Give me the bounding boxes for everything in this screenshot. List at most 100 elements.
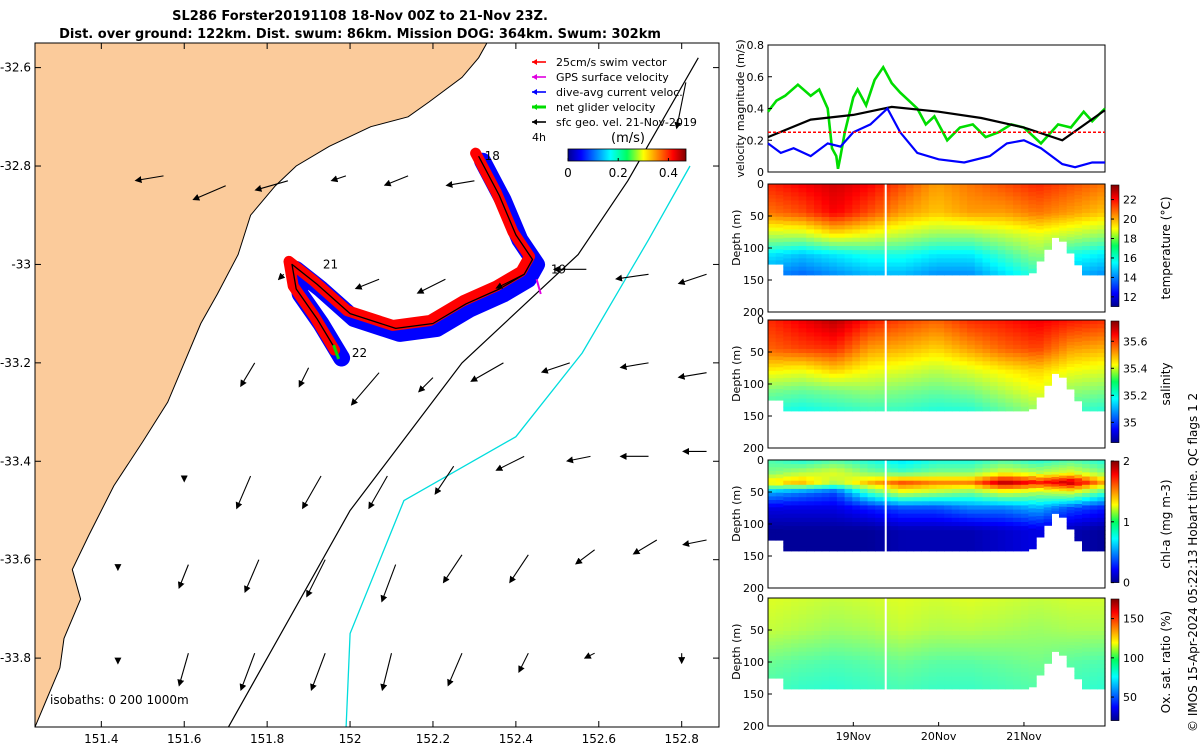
profile-cell — [905, 534, 915, 540]
profile-cell — [1059, 649, 1068, 654]
profile-cell — [1028, 372, 1037, 377]
profile-cell — [905, 336, 915, 342]
profile-cell — [852, 225, 861, 230]
profile-cell — [1051, 493, 1060, 497]
profile-cell — [990, 668, 999, 673]
profile-cell — [898, 324, 907, 329]
profile-cell — [967, 353, 976, 358]
profile-cell — [921, 501, 930, 506]
profile-cell — [944, 229, 953, 235]
profile-cell — [1082, 643, 1091, 649]
profile-cell — [1089, 517, 1098, 523]
profile-cell — [1028, 184, 1037, 189]
profile-cell — [882, 250, 892, 255]
profile-cell — [1051, 629, 1060, 633]
profile-cell — [1028, 512, 1037, 517]
profile-cell — [990, 192, 999, 197]
profile-cell — [798, 655, 807, 661]
profile-cell — [1043, 606, 1052, 611]
profile-cell — [1028, 544, 1037, 550]
profile-cell — [814, 369, 823, 375]
profile-cell — [951, 526, 961, 531]
profile-cell — [944, 212, 953, 218]
profile-cell — [997, 622, 1007, 628]
profile-cell — [1097, 651, 1106, 657]
profile-cell — [798, 192, 807, 197]
profile-cell — [1005, 664, 1014, 669]
profile-cell — [1066, 503, 1075, 508]
profile-cell — [890, 618, 899, 624]
profile-cell — [1066, 367, 1075, 371]
profile-cell — [1020, 464, 1030, 469]
profile-cell — [821, 664, 830, 669]
profile-cell — [852, 509, 861, 515]
profile-cell — [821, 225, 830, 230]
profile-cell — [829, 493, 838, 498]
profile-cell — [806, 241, 815, 247]
profile-cell — [791, 196, 800, 202]
profile-cell — [1059, 626, 1068, 630]
profile-cell — [852, 460, 861, 465]
profile-cell — [982, 184, 991, 189]
profile-cell — [814, 237, 823, 243]
profile-cell — [1013, 618, 1022, 624]
profile-cell — [867, 618, 876, 624]
profile-cell — [867, 464, 876, 469]
profile-cell — [806, 192, 815, 197]
profile-cell — [1020, 476, 1030, 482]
profile-cell — [1020, 361, 1030, 366]
profile-cell — [821, 340, 830, 346]
profile-cell — [1036, 369, 1045, 374]
profile-cell — [1005, 622, 1014, 628]
profile-cell — [1097, 497, 1106, 502]
profile-cell — [921, 225, 930, 230]
profile-cell — [1066, 510, 1075, 514]
profile-cell — [967, 517, 976, 523]
profile-cell — [1074, 353, 1083, 358]
profile-cell — [1097, 546, 1106, 552]
profile-cell — [844, 606, 853, 611]
profile-cell — [1097, 258, 1106, 264]
profile-cell — [806, 328, 815, 333]
profile-cell — [990, 344, 999, 350]
profile-cell — [1005, 546, 1014, 552]
profile-cell — [836, 488, 846, 494]
profile-cell — [1089, 610, 1098, 616]
profile-cell — [951, 610, 961, 616]
profile-cell — [1043, 489, 1052, 494]
profile-cell — [1059, 485, 1068, 490]
profile-cell — [913, 386, 922, 391]
geo-velocity-arrow — [416, 278, 446, 294]
profile-cell — [859, 340, 869, 346]
profile-cell — [1036, 382, 1045, 387]
profile-cell — [936, 196, 945, 202]
profile-cell — [814, 365, 823, 371]
profile-cell — [882, 635, 892, 640]
profile-cell — [798, 538, 807, 544]
profile-cell — [791, 192, 800, 197]
profile-cell — [806, 618, 815, 624]
profile-cell — [890, 406, 899, 412]
profile-cell — [783, 505, 792, 511]
profile-cell — [1051, 329, 1060, 333]
profile-cell — [898, 258, 907, 264]
profile-cell — [1028, 532, 1037, 538]
profile-cell — [882, 546, 892, 552]
profile-cell — [836, 522, 846, 527]
profile-cell — [905, 196, 915, 202]
profile-cell — [844, 336, 853, 342]
profile-cell — [783, 635, 792, 640]
profile-cell — [974, 546, 984, 552]
profile-cell — [1005, 365, 1014, 371]
profile-cell — [997, 460, 1007, 465]
profile-cell — [967, 610, 976, 616]
profile-cell — [1005, 668, 1014, 673]
profile-cell — [814, 200, 823, 206]
profile-cell — [1059, 467, 1068, 471]
profile-cell — [791, 517, 800, 523]
profile-cell — [768, 385, 777, 390]
profile-cell — [844, 241, 853, 247]
profile-cell — [814, 184, 823, 189]
profile-cell — [1097, 406, 1106, 412]
profile-cell — [844, 266, 853, 272]
